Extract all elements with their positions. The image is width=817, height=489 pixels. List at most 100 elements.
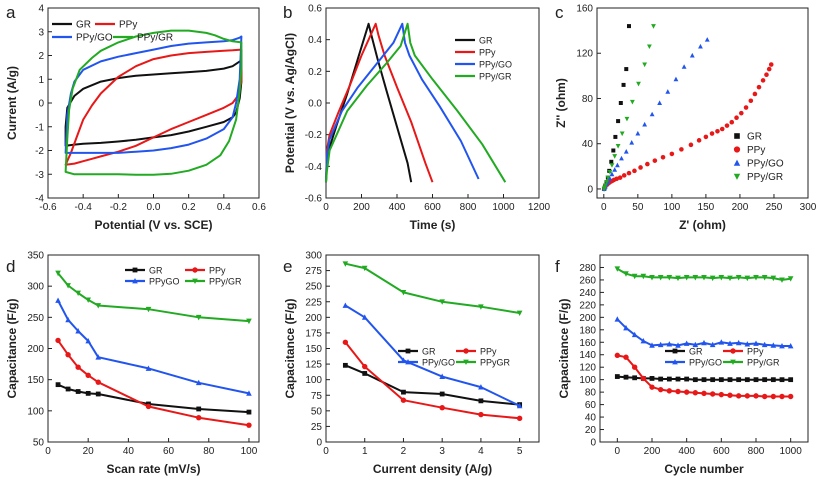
- y-tick-label-a: -1: [35, 122, 44, 133]
- data-point-e: [478, 411, 484, 418]
- data-point-f: [701, 275, 707, 281]
- legend-b: GR PPy PPy/GO PPy/GR: [455, 36, 512, 82]
- y-tick-label-a: 3: [38, 27, 44, 38]
- legend-marker: [405, 359, 411, 365]
- data-point-d: [246, 390, 252, 396]
- x-tick-label-f: 0: [615, 446, 621, 457]
- data-point-d: [75, 364, 81, 370]
- data-point-f: [727, 340, 733, 346]
- x-tick-label-c: 200: [732, 202, 749, 213]
- y-tick-label-a: -3: [35, 170, 44, 181]
- y-tick-label-c: 120: [576, 49, 593, 60]
- data-point-f: [762, 377, 768, 383]
- legend-marker: [730, 359, 736, 365]
- y-tick-label-d: 200: [27, 344, 44, 355]
- y-tick-label-b: 0.2: [308, 67, 322, 78]
- data-point-e: [362, 363, 368, 370]
- data-point-f: [787, 343, 794, 349]
- data-point-c: [738, 110, 744, 116]
- y-tick-label-e: 150: [305, 344, 322, 355]
- y-tick-label-a: 4: [38, 4, 44, 15]
- data-point-c: [609, 171, 615, 177]
- y-tick-label-e: 200: [305, 313, 322, 324]
- data-point-c: [621, 173, 627, 178]
- panel-label-f: f: [555, 257, 560, 276]
- data-point-d: [145, 306, 152, 313]
- y-tick-label-e: 100: [305, 375, 322, 386]
- y-tick-label-e: 0: [316, 438, 322, 449]
- series-line-a: [64, 35, 243, 154]
- data-point-c: [626, 24, 631, 29]
- data-point-f: [701, 339, 707, 346]
- x-tick-label-e: 2: [401, 446, 407, 457]
- data-point-e: [342, 261, 349, 267]
- x-tick-label-d: 60: [163, 446, 175, 457]
- data-point-c: [696, 138, 702, 143]
- data-point-f: [692, 275, 699, 281]
- data-point-c: [616, 119, 621, 124]
- legend-label: PPy/GR: [209, 277, 242, 287]
- data-point-f: [683, 275, 690, 281]
- legend-marker: [672, 348, 678, 354]
- data-point-c: [681, 64, 687, 69]
- data-point-d: [145, 403, 152, 410]
- data-point-f: [657, 386, 664, 393]
- data-point-f: [623, 271, 629, 277]
- data-point-d: [95, 391, 101, 397]
- x-axis-label-e: Current density (A/g): [373, 462, 492, 476]
- x-axis-label-c: Z' (ohm): [679, 218, 726, 232]
- data-point-c: [638, 165, 643, 170]
- data-point-f: [709, 341, 716, 348]
- legend-label: PPy/GO: [747, 159, 784, 170]
- legend-marker: [463, 359, 469, 365]
- data-point-d: [95, 303, 102, 309]
- y-tick-label-f: 180: [579, 325, 596, 336]
- legend-label: PPy: [119, 20, 137, 31]
- data-point-e: [516, 310, 523, 316]
- legend-a: GR PPy PPy/GO PPy/GR: [52, 20, 173, 44]
- data-point-c: [665, 89, 671, 94]
- data-point-c: [602, 183, 608, 189]
- plot-frame-f: [599, 254, 809, 443]
- data-point-f: [718, 339, 725, 345]
- data-point-c: [756, 84, 762, 90]
- x-tick-label-a: -0.6: [39, 202, 57, 213]
- series-d-PPy: [55, 337, 252, 428]
- data-point-c: [609, 163, 615, 168]
- x-tick-label-b: 200: [353, 202, 370, 213]
- data-point-c: [629, 99, 635, 105]
- data-point-d: [95, 354, 102, 360]
- y-tick-label-f: 0: [590, 438, 596, 449]
- legend-label: PPyGO: [149, 277, 180, 287]
- legend-marker: [132, 267, 138, 273]
- data-point-d: [246, 409, 252, 415]
- data-point-c: [748, 98, 754, 104]
- data-point-c: [704, 37, 710, 42]
- y-tick-label-b: 0.0: [308, 99, 322, 110]
- x-tick-label-a: -0.2: [110, 202, 128, 213]
- data-point-d: [75, 328, 81, 334]
- data-point-f: [744, 275, 751, 282]
- data-point-d: [85, 297, 91, 303]
- y-tick-label-f: 20: [585, 425, 597, 436]
- data-point-d: [55, 270, 61, 277]
- x-tick-label-c: 300: [800, 202, 817, 213]
- data-point-f: [649, 342, 655, 348]
- data-point-f: [675, 342, 681, 348]
- data-point-f: [761, 275, 768, 281]
- data-point-d: [145, 365, 152, 371]
- legend-label: PPy/GR: [137, 33, 173, 44]
- series-line-e: [345, 262, 520, 314]
- data-point-f: [649, 275, 655, 281]
- x-tick-label-d: 100: [241, 446, 258, 457]
- legend-marker: [192, 267, 198, 273]
- y-tick-label-c: 160: [576, 4, 593, 15]
- data-point-f: [770, 342, 777, 348]
- data-point-f: [657, 275, 664, 281]
- x-tick-label-a: 0.4: [217, 202, 231, 213]
- data-point-e: [342, 302, 349, 308]
- x-tick-label-d: 0: [45, 446, 51, 457]
- data-point-c: [609, 159, 614, 164]
- y-tick-label-a: 0: [38, 99, 44, 110]
- data-point-c: [649, 111, 655, 117]
